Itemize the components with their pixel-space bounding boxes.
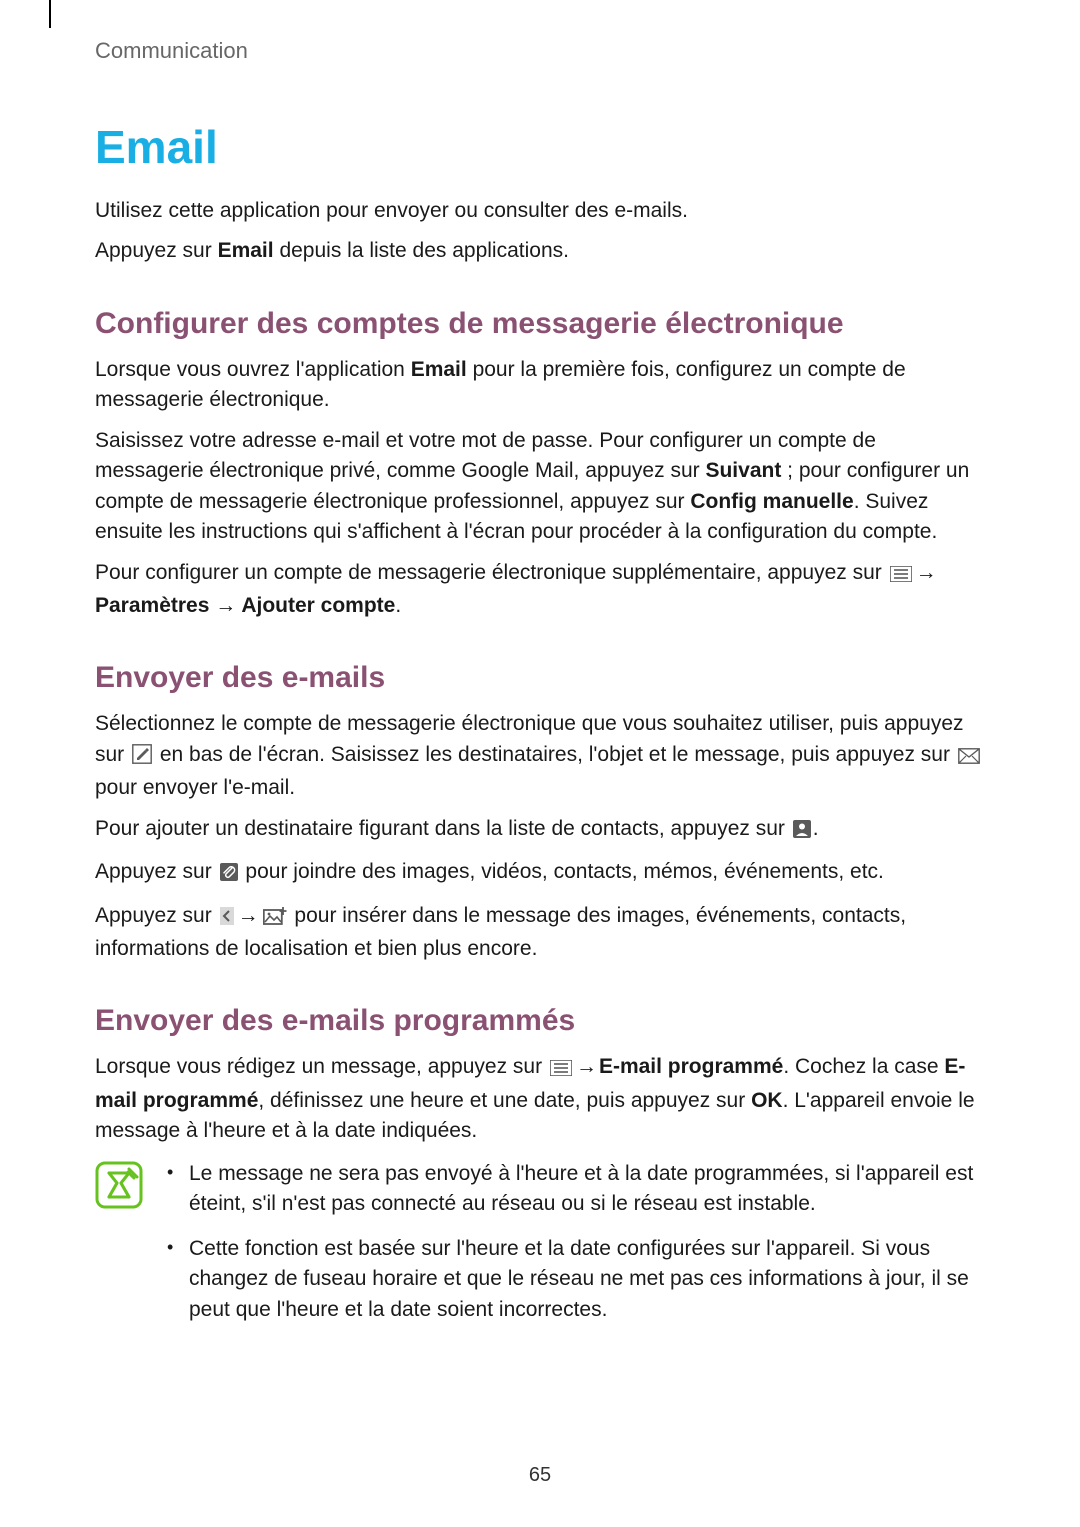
- top-rule: [49, 0, 51, 28]
- s2-p4: Appuyez sur → pour insérer dans le messa…: [95, 901, 985, 965]
- s3-p1: Lorsque vous rédigez un message, appuyez…: [95, 1052, 985, 1146]
- text: Appuyez sur: [95, 239, 218, 262]
- arrow: →: [574, 1052, 599, 1082]
- text: Pour configurer un compte de messagerie …: [95, 561, 888, 584]
- s1-p2: Saisissez votre adresse e-mail et votre …: [95, 426, 985, 548]
- insert-image-icon: [263, 904, 287, 934]
- text: Lorsque vous rédigez un message, appuyez…: [95, 1055, 548, 1078]
- s2-p2: Pour ajouter un destinataire figurant da…: [95, 814, 985, 847]
- text: , définissez une heure et une date, puis…: [258, 1089, 751, 1112]
- text: Lorsque vous ouvrez l'application: [95, 358, 411, 381]
- compose-icon: [132, 743, 152, 773]
- note-item: Cette fonction est basée sur l'heure et …: [161, 1234, 985, 1325]
- s2-p1: Sélectionnez le compte de messagerie éle…: [95, 709, 985, 803]
- arrow: →: [914, 558, 939, 588]
- text: .: [813, 817, 819, 840]
- s1-p3: Pour configurer un compte de messagerie …: [95, 558, 985, 622]
- section-scheduled-heading: Envoyer des e-mails programmés: [95, 1004, 985, 1038]
- text: Appuyez sur: [95, 904, 218, 927]
- attach-icon: [220, 860, 238, 890]
- page-number: 65: [0, 1464, 1080, 1487]
- text: depuis la liste des applications.: [274, 239, 569, 262]
- s1-p1: Lorsque vous ouvrez l'application Email …: [95, 355, 985, 416]
- text: Appuyez sur: [95, 860, 218, 883]
- text: . Cochez la case: [783, 1055, 944, 1078]
- bold-email: Email: [411, 358, 467, 381]
- text: en bas de l'écran. Saisissez les destina…: [154, 743, 956, 766]
- bold-email-programme: E-mail programmé: [599, 1055, 783, 1078]
- text: pour envoyer l'e-mail.: [95, 776, 295, 799]
- note-block: Le message ne sera pas envoyé à l'heure …: [95, 1159, 985, 1339]
- section-send-heading: Envoyer des e-mails: [95, 661, 985, 695]
- section-configure-heading: Configurer des comptes de messagerie éle…: [95, 307, 985, 341]
- chevron-left-icon: [220, 904, 234, 934]
- menu-icon: [550, 1055, 572, 1085]
- menu-icon: [890, 561, 912, 591]
- note-list: Le message ne sera pas envoyé à l'heure …: [161, 1159, 985, 1339]
- text: pour joindre des images, vidéos, contact…: [240, 860, 884, 883]
- intro-p2: Appuyez sur Email depuis la liste des ap…: [95, 236, 985, 266]
- text: Pour ajouter un destinataire figurant da…: [95, 817, 791, 840]
- bold-suivant: Suivant: [705, 459, 781, 482]
- bold-parametres: Paramètres: [95, 594, 209, 617]
- note-item: Le message ne sera pas envoyé à l'heure …: [161, 1159, 985, 1220]
- text: .: [395, 594, 401, 617]
- bold-config-manuelle: Config manuelle: [690, 490, 853, 513]
- s2-p3: Appuyez sur pour joindre des images, vid…: [95, 857, 985, 890]
- intro-p1: Utilisez cette application pour envoyer …: [95, 196, 985, 226]
- bold-email: Email: [218, 239, 274, 262]
- bold-ajouter-compte: Ajouter compte: [241, 594, 395, 617]
- bold-arrow: →: [209, 594, 241, 617]
- contact-icon: [793, 817, 811, 847]
- bold-ok: OK: [751, 1089, 783, 1112]
- page-container: Communication Email Utilisez cette appli…: [0, 0, 1080, 1527]
- breadcrumb: Communication: [95, 38, 985, 64]
- send-icon: [958, 743, 980, 773]
- page-title: Email: [95, 120, 985, 174]
- arrow: →: [236, 901, 261, 931]
- note-icon: [95, 1161, 143, 1209]
